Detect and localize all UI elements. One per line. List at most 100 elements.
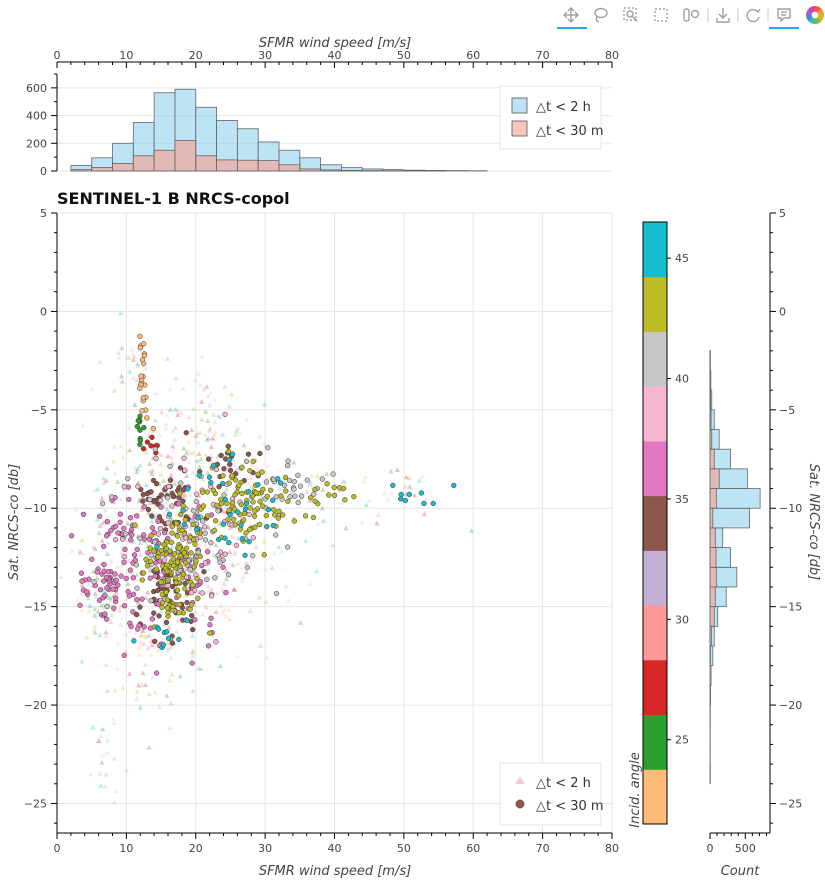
- scatter-point-2h: [172, 406, 179, 412]
- scatter-point-2h: [196, 500, 202, 506]
- scatter-point-2h: [97, 523, 103, 528]
- scatter-point-30m: [252, 524, 258, 530]
- colorbar-segment: [643, 331, 667, 387]
- scatter-point-2h: [205, 418, 211, 423]
- scatter-point-30m: [239, 536, 245, 542]
- scatter-point-2h: [103, 771, 109, 777]
- scatter-point-30m: [131, 552, 138, 558]
- scatter-point-30m: [193, 558, 199, 564]
- scatter-point-30m: [141, 341, 147, 347]
- scatter-point-2h: [231, 587, 238, 592]
- legend-marker-30m[interactable]: [515, 799, 525, 809]
- scatter-point-30m: [189, 612, 195, 619]
- logo-segment: [815, 6, 822, 13]
- scatter-point-2h: [157, 432, 163, 437]
- scatter-point-30m: [195, 515, 201, 521]
- main-y-tick-label: 5: [40, 207, 47, 220]
- scatter-point-30m: [144, 563, 151, 569]
- scatter-point-2h: [167, 644, 174, 650]
- scatter-point-30m: [229, 473, 235, 479]
- scatter-point-30m: [225, 517, 231, 523]
- scatter-point-2h: [146, 468, 152, 474]
- scatter-point-30m: [212, 490, 218, 497]
- scatter-point-2h: [167, 407, 173, 412]
- pan-icon[interactable]: [563, 7, 579, 23]
- scatter-point-30m: [161, 557, 168, 563]
- logo-segment: [808, 17, 815, 24]
- top-bar-30m: [195, 155, 217, 172]
- scatter-point-30m: [147, 558, 154, 564]
- legend-swatch-2h[interactable]: [511, 97, 528, 114]
- scatter-point-30m: [261, 552, 267, 558]
- bokeh-logo[interactable]: [806, 5, 825, 25]
- save-icon[interactable]: [716, 8, 730, 23]
- scatter-point-30m: [169, 503, 175, 509]
- scatter-point-30m: [134, 513, 140, 519]
- scatter-point-2h: [115, 640, 121, 646]
- wheel-zoom-icon[interactable]: [683, 8, 700, 22]
- scatter-point-30m: [220, 564, 226, 570]
- box-select-icon[interactable]: [654, 8, 668, 22]
- scatter-point-2h: [261, 538, 267, 544]
- scatter-point-30m: [151, 548, 157, 554]
- scatter-point-2h: [135, 599, 141, 605]
- main-x-tick-label: 50: [397, 842, 411, 855]
- scatter-point-2h: [248, 462, 255, 468]
- scatter-point-2h: [98, 733, 104, 739]
- scatter-point-30m: [220, 521, 227, 527]
- scatter-point-2h: [173, 629, 179, 635]
- scatter-point-2h: [261, 441, 267, 447]
- scatter-point-2h: [209, 435, 216, 441]
- scatter-point-2h: [223, 576, 229, 582]
- scatter-point-2h: [95, 486, 101, 492]
- legend-label-2h: △t < 2 h: [536, 100, 591, 115]
- scatter-point-2h: [233, 467, 239, 472]
- scatter-point-30m: [151, 610, 157, 616]
- scatter-point-30m: [130, 609, 136, 615]
- top-x-tick-label: 0: [54, 49, 61, 62]
- scatter-point-30m: [232, 522, 238, 528]
- hover-icon[interactable]: [777, 8, 791, 23]
- scatter-point-30m: [167, 463, 173, 470]
- scatter-point-30m: [226, 507, 232, 514]
- scatter-point-2h: [241, 442, 247, 448]
- scatter-point-30m: [218, 496, 224, 503]
- scatter-point-2h: [116, 355, 122, 360]
- scatter-point-2h: [173, 375, 179, 381]
- scatter-point-2h: [125, 520, 131, 526]
- scatter-point-2h: [406, 475, 412, 481]
- scatter-point-30m: [181, 521, 187, 528]
- scatter-point-30m: [326, 492, 332, 498]
- scatter-point-30m: [112, 523, 119, 529]
- legend-box: [499, 762, 602, 826]
- scatter-point-2h: [99, 538, 105, 543]
- scatter-point-2h: [186, 439, 192, 444]
- scatter-point-2h: [97, 359, 103, 364]
- scatter-point-2h: [152, 417, 159, 423]
- scatter-point-30m: [77, 602, 83, 608]
- scatter-point-2h: [402, 484, 408, 490]
- lasso-select-icon[interactable]: [594, 7, 608, 23]
- scatter-point-30m: [174, 520, 180, 527]
- scatter-point-30m: [398, 491, 404, 498]
- legend-marker-2h[interactable]: [515, 776, 525, 784]
- scatter-point-2h: [205, 525, 211, 530]
- scatter-point-30m: [256, 521, 263, 528]
- scatter-point-30m: [218, 501, 225, 507]
- legend-swatch-30m[interactable]: [511, 120, 528, 137]
- scatter-point-2h: [127, 425, 133, 430]
- scatter-point-30m: [310, 514, 317, 521]
- scatter-point-2h: [170, 447, 176, 453]
- scatter-point-2h: [168, 473, 174, 478]
- scatter-point-30m: [139, 408, 145, 414]
- top-x-tick-label: 20: [189, 49, 203, 62]
- box-zoom-icon[interactable]: [623, 7, 638, 22]
- scatter-point-2h: [117, 622, 123, 627]
- scatter-point-2h: [403, 474, 409, 480]
- scatter-point-30m: [140, 498, 146, 504]
- right-hist-xlabel: Count: [721, 864, 761, 879]
- scatter-point-2h: [265, 475, 271, 481]
- scatter-point-2h: [100, 726, 106, 732]
- scatter-point-30m: [147, 545, 153, 551]
- reset-icon[interactable]: [746, 8, 761, 23]
